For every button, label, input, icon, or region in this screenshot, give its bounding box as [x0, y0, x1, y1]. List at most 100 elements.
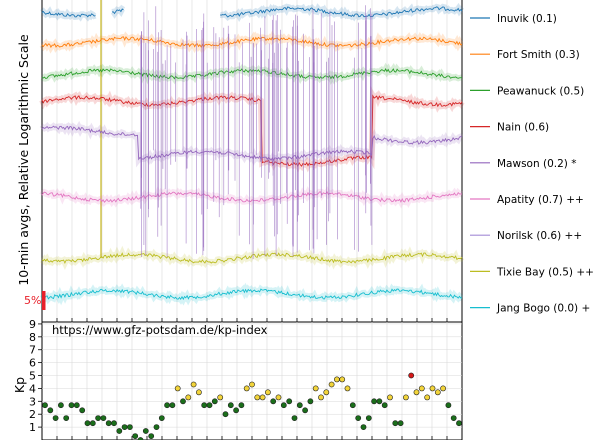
kp-point — [211, 398, 218, 405]
kp-point — [381, 402, 388, 409]
kp-point — [79, 407, 86, 414]
kp-point — [249, 381, 255, 388]
kp-point — [376, 398, 383, 405]
kp-point — [84, 420, 91, 427]
kp-point — [286, 398, 293, 405]
kp-tick-label: 1 — [29, 421, 36, 434]
kp-point — [392, 420, 399, 427]
legend-label: Norilsk (0.6) ++ — [497, 230, 582, 242]
kp-point — [275, 394, 282, 401]
kp-point — [126, 424, 133, 430]
kp-point — [111, 420, 117, 427]
kp-point — [429, 385, 436, 392]
series-line — [41, 35, 463, 49]
kp-tick-label: 7 — [29, 344, 36, 357]
kp-point — [95, 415, 101, 421]
kp-point — [387, 394, 393, 401]
kp-point — [344, 385, 351, 392]
kp-point — [402, 394, 409, 401]
series-line — [41, 288, 463, 301]
series-line — [41, 94, 463, 167]
legend-label: Peawanuck (0.5) — [497, 85, 584, 97]
series-line — [41, 191, 463, 203]
kp-point — [185, 394, 192, 401]
kp-tick-label: 9 — [29, 318, 36, 331]
legend-label: Apatity (0.7) ++ — [497, 194, 584, 206]
kp-point — [180, 398, 186, 405]
kp-point — [68, 402, 75, 409]
kp-point — [174, 385, 181, 392]
kp-point — [408, 372, 415, 379]
kp-point — [333, 376, 340, 383]
kp-point — [42, 402, 48, 409]
kp-point — [291, 415, 298, 421]
kp-point — [360, 424, 367, 430]
kp-point — [307, 398, 314, 405]
kp-point — [302, 407, 308, 414]
kp-point — [365, 415, 372, 421]
legend-label: Jang Bogo (0.0) + — [496, 303, 590, 315]
kp-point — [323, 389, 330, 396]
kp-tick-label: 6 — [29, 357, 36, 370]
kp-point — [47, 407, 54, 414]
kp-point — [445, 402, 452, 409]
kp-point — [116, 428, 123, 434]
kp-point — [270, 398, 277, 405]
legend-label: Inuvik (0.1) — [497, 13, 557, 25]
series-line — [41, 6, 463, 18]
kp-point — [312, 385, 319, 392]
kp-point — [264, 389, 271, 396]
kp-point — [195, 389, 202, 396]
kp-point — [206, 402, 213, 409]
y-axis-label: 10-min avgs, Relative Logarithmic Scale — [16, 34, 31, 286]
kp-point — [233, 407, 239, 414]
kp-point — [318, 394, 324, 401]
kp-point — [217, 394, 224, 401]
kp-point — [413, 389, 420, 396]
kp-point — [148, 433, 155, 439]
series-line — [41, 252, 463, 264]
kp-point — [238, 402, 245, 409]
kp-point — [254, 394, 261, 401]
kp-point — [371, 398, 377, 405]
kp-point — [355, 415, 362, 421]
kp-point — [397, 420, 404, 427]
kp-point — [63, 415, 70, 421]
kp-axis-label: Kp — [12, 377, 27, 393]
kp-point — [418, 385, 425, 392]
kp-tick-label: 3 — [29, 395, 36, 408]
kp-point — [434, 389, 441, 396]
kp-point — [222, 411, 229, 418]
legend-label: Tixie Bay (0.5) ++ — [496, 266, 594, 278]
series-band — [40, 245, 465, 271]
kp-point — [142, 428, 149, 434]
kp-point — [153, 424, 160, 430]
kp-point — [169, 402, 176, 409]
kp-point — [450, 415, 457, 421]
kp-point — [158, 415, 165, 421]
kp-point — [440, 385, 446, 392]
kp-point — [58, 402, 64, 409]
kp-point — [190, 381, 197, 388]
kp-point — [243, 385, 250, 392]
kp-point — [201, 402, 208, 409]
kp-tick-label: 2 — [29, 408, 36, 421]
kp-point — [164, 402, 170, 409]
kp-source-url: https://www.gfz-potsdam.de/kp-index — [52, 323, 268, 337]
legend-label: Nain (0.6) — [497, 122, 549, 134]
kp-axis-label-text: Kp — [12, 377, 27, 393]
kp-point — [296, 402, 303, 409]
kp-point — [89, 420, 96, 427]
kp-point — [73, 402, 80, 409]
scale-bar-label: 5% — [24, 294, 41, 307]
kp-tick-label: 8 — [29, 331, 36, 344]
kp-point — [456, 420, 462, 427]
kp-point — [424, 394, 431, 401]
station-panel — [39, 0, 465, 323]
legend: Inuvik (0.1) Fort Smith (0.3) Peawanuck (0… — [470, 13, 594, 315]
kp-point — [349, 402, 356, 409]
kp-point — [328, 381, 335, 388]
kp-point — [339, 376, 346, 383]
